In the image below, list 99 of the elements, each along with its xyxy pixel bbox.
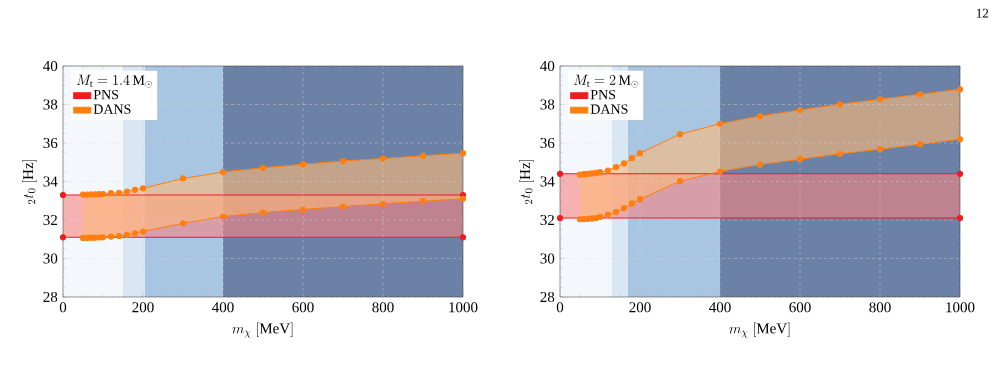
point [556, 214, 564, 222]
point [179, 175, 187, 182]
point [676, 131, 684, 138]
point [676, 178, 684, 185]
point [716, 168, 724, 175]
legend-label: DANS [590, 104, 628, 114]
point [459, 234, 467, 241]
x-tick-label: 400 [709, 302, 731, 313]
y-tick-label: 34 [540, 176, 555, 187]
x-axis-title: $m_\chi\ [\mathrm{MeV}]$ [232, 322, 293, 338]
y-tick-label: 28 [540, 291, 555, 303]
point [956, 136, 964, 143]
point [556, 170, 564, 177]
x-tick-label: 0 [556, 302, 564, 313]
y-tick-label: 32 [43, 214, 57, 226]
point [916, 91, 924, 98]
point [259, 209, 267, 216]
point [419, 198, 427, 205]
point [219, 168, 227, 176]
point [604, 211, 612, 218]
point [139, 185, 147, 192]
point [259, 164, 267, 171]
point [131, 230, 139, 237]
point [636, 150, 644, 157]
point [956, 170, 964, 177]
point [876, 146, 884, 153]
y-tick-label: 30 [43, 253, 58, 264]
y-axis-title: ${}_{2}t_{0}\ [\mathrm{Hz}]$ [519, 160, 534, 205]
point [796, 156, 804, 163]
point [836, 150, 844, 157]
point [339, 157, 347, 165]
point [612, 209, 620, 216]
point [107, 233, 115, 240]
legend-label: PNS [590, 89, 616, 100]
y-axis-title: ${}_{2}t_{0}\ [\mathrm{Hz}]$ [22, 160, 37, 205]
point [876, 96, 884, 103]
point [636, 196, 644, 203]
point [596, 213, 604, 221]
point [115, 232, 123, 240]
x-tick-label: 400 [212, 302, 234, 313]
y-tick-label: 38 [540, 99, 555, 110]
y-tick-label: 38 [43, 99, 58, 110]
x-tick-label: 800 [869, 302, 891, 313]
point [836, 101, 844, 108]
point [604, 167, 612, 174]
y-tick-label: 32 [540, 214, 554, 226]
point [628, 155, 636, 162]
point [123, 188, 131, 195]
point [339, 203, 347, 210]
x-tick-label: 200 [132, 302, 154, 313]
x-tick-label: 600 [292, 302, 314, 313]
point [99, 190, 107, 198]
point [219, 213, 227, 220]
point [916, 141, 924, 148]
x-tick-label: 600 [789, 302, 811, 313]
point [59, 234, 67, 241]
point [419, 152, 427, 159]
point [756, 161, 764, 168]
point [796, 106, 804, 114]
point [179, 220, 187, 227]
point [596, 168, 604, 176]
point [123, 231, 131, 238]
point [716, 120, 724, 127]
text: 12 [976, 8, 989, 18]
point [139, 228, 147, 235]
y-tick-label: 30 [540, 253, 555, 264]
y-tick-label: 28 [43, 291, 58, 303]
x-tick-label: 200 [629, 302, 651, 313]
point [131, 186, 139, 193]
point [299, 161, 307, 168]
point [956, 214, 964, 222]
point [299, 206, 307, 213]
y-tick-label: 40 [43, 60, 58, 72]
point [115, 189, 123, 196]
y-tick-label: 40 [540, 60, 555, 72]
point [956, 86, 964, 93]
point [612, 163, 620, 171]
legend-title: $M_\mathrm{t} = 1.4\,\mathrm{M}_\odot$ [76, 74, 153, 88]
point [59, 191, 67, 199]
legend-label: DANS [93, 104, 131, 114]
legend-label: PNS [93, 89, 119, 100]
point [459, 150, 467, 157]
legend-title: $M_\mathrm{t} = 2\,\mathrm{M}_\odot$ [573, 74, 639, 88]
point [107, 189, 115, 197]
x-tick-label: 1000 [449, 302, 478, 313]
point [756, 112, 764, 120]
y-tick-label: 36 [43, 137, 58, 149]
y-tick-label: 36 [540, 137, 555, 149]
point [620, 205, 628, 212]
x-axis-title: $m_\chi\ [\mathrm{MeV}]$ [729, 322, 790, 338]
y-tick-label: 34 [43, 176, 58, 187]
x-tick-label: 800 [372, 302, 394, 313]
point [459, 195, 467, 202]
x-tick-label: 0 [59, 302, 67, 313]
point [379, 200, 387, 207]
point [628, 200, 636, 207]
point [379, 155, 387, 162]
point [620, 160, 628, 167]
x-tick-label: 1000 [946, 302, 975, 313]
